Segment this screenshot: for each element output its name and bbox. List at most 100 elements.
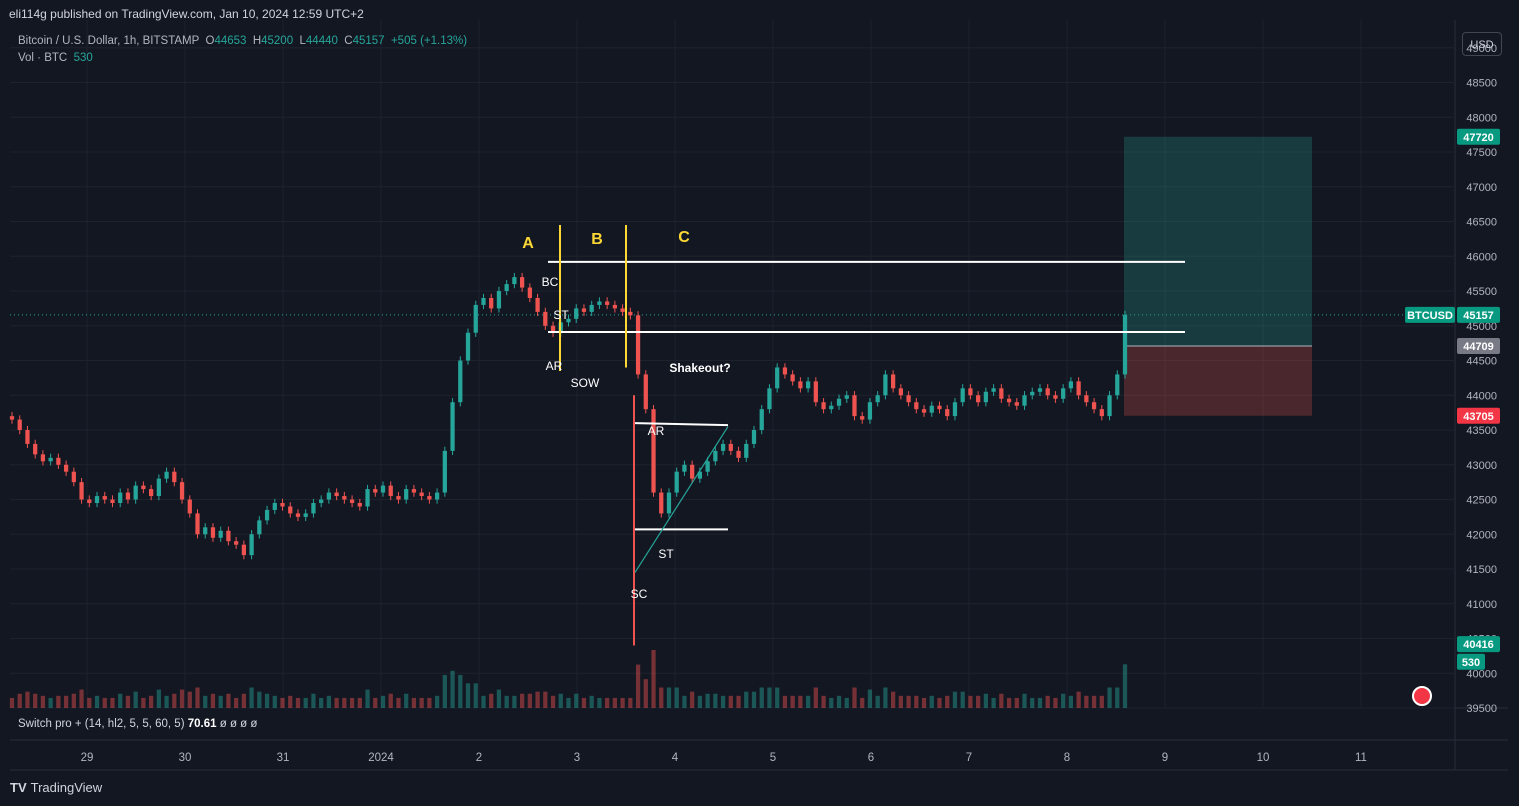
- point-label: SOW: [571, 376, 600, 390]
- candle-body: [48, 457, 53, 462]
- volume-bar: [651, 650, 656, 708]
- volume-bar: [334, 697, 339, 708]
- candle-body: [419, 492, 424, 497]
- volume-bar: [465, 683, 471, 708]
- candle-body: [63, 464, 69, 472]
- target-zone: [1124, 136, 1312, 347]
- currency-button[interactable]: USD: [1462, 32, 1502, 56]
- time-tick-label: 3: [574, 752, 580, 764]
- volume-bar: [427, 697, 432, 708]
- candle-body: [860, 416, 865, 420]
- indicator-legend[interactable]: Switch pro + (14, hl2, 5, 5, 60, 5) 70.6…: [18, 718, 257, 730]
- phase-label-c: C: [678, 229, 690, 246]
- candle-body: [566, 318, 571, 323]
- volume-bar: [519, 693, 525, 708]
- volume-bar: [17, 693, 22, 708]
- candle-body: [172, 471, 177, 483]
- low-price-tag-bg: [1457, 636, 1500, 653]
- volume-value: 530: [73, 52, 93, 64]
- volume-bar: [187, 691, 192, 708]
- candle-body: [303, 513, 308, 517]
- candle-body: [976, 395, 981, 403]
- symbol-legend: Bitcoin / U.S. Dollar, 1h, BITSTAMP O446…: [18, 35, 467, 47]
- economic-events-flag-icon[interactable]: [1412, 686, 1432, 706]
- low-label: L: [299, 35, 306, 47]
- volume-bar: [952, 691, 958, 708]
- high-value: 45200: [261, 35, 294, 47]
- candle-body: [33, 443, 38, 455]
- tradingview-brand[interactable]: TV TradingView: [10, 780, 102, 795]
- volume-bar: [404, 693, 409, 708]
- candle-body: [1006, 398, 1012, 403]
- volume-bar: [489, 693, 494, 708]
- volume-bar: [25, 691, 30, 708]
- point-label: SC: [631, 587, 648, 601]
- last-price-tag: 45157: [1463, 310, 1494, 322]
- price-tick-label: 49000: [1466, 43, 1497, 55]
- price-tick-label: 46500: [1466, 217, 1497, 229]
- volume-bar: [589, 695, 594, 708]
- volume-bar: [249, 687, 254, 708]
- volume-bar: [566, 697, 571, 708]
- price-tick-label: 39500: [1466, 703, 1497, 715]
- candle-body: [1115, 374, 1120, 396]
- volume-bar: [581, 697, 587, 708]
- candle-body: [589, 304, 594, 312]
- candle-body: [1099, 409, 1104, 417]
- volume-bar: [635, 664, 641, 708]
- candle-body: [798, 381, 803, 389]
- time-tick-label: 5: [770, 752, 776, 764]
- candle-body: [651, 409, 656, 493]
- candle-body: [736, 450, 741, 458]
- volume-bar: [1084, 695, 1089, 708]
- volume-bar: [836, 695, 842, 708]
- volume-bar: [172, 693, 177, 708]
- candle-body: [605, 301, 610, 305]
- candle-body: [535, 297, 540, 312]
- candle-body: [852, 395, 857, 417]
- candle-body: [427, 496, 432, 500]
- candle-body: [960, 388, 965, 403]
- volume-bar: [720, 695, 726, 708]
- volume-bars: [9, 650, 1128, 708]
- volume-bar: [1053, 697, 1058, 708]
- candle-body: [365, 489, 370, 507]
- candle-body: [666, 492, 672, 514]
- candle-body: [635, 315, 641, 375]
- volume-bar: [705, 693, 710, 708]
- candle-body: [844, 395, 849, 399]
- volume-bar: [326, 695, 332, 708]
- volume-bar: [87, 697, 92, 708]
- candle-body: [380, 485, 386, 493]
- volume-bar: [102, 697, 107, 708]
- candle-body: [148, 489, 154, 497]
- price-tick-label: 41500: [1466, 564, 1497, 576]
- candle-body: [744, 443, 749, 458]
- volume-bar: [860, 697, 865, 708]
- volume-bar: [48, 697, 53, 708]
- candle-body: [272, 502, 277, 510]
- volume-tag-bg: [1457, 653, 1485, 670]
- price-axis[interactable]: 3950040000405004100041500420004250043000…: [1405, 43, 1500, 715]
- candle-body: [234, 541, 239, 545]
- time-axis[interactable]: 29 30 31 2024 2 3 4 5 6 7 8 9 10 11: [81, 752, 1367, 764]
- candle-body: [319, 499, 324, 503]
- candle-body: [705, 461, 710, 472]
- volume-tag: 530: [1462, 657, 1480, 669]
- candle-body: [821, 402, 826, 410]
- volume-bar: [442, 675, 447, 708]
- volume-bar: [342, 697, 347, 708]
- candle-body: [326, 492, 332, 500]
- point-label: Shakeout?: [669, 361, 730, 375]
- candle-body: [264, 509, 270, 521]
- volume-bar: [690, 691, 695, 708]
- time-tick-label: 2024: [368, 752, 394, 764]
- point-label: AR: [648, 424, 665, 438]
- candle-body: [550, 325, 556, 333]
- candle-body: [94, 496, 100, 503]
- volume-bar: [1091, 695, 1097, 708]
- candle-body: [450, 402, 455, 451]
- phase-label-a: A: [522, 235, 534, 252]
